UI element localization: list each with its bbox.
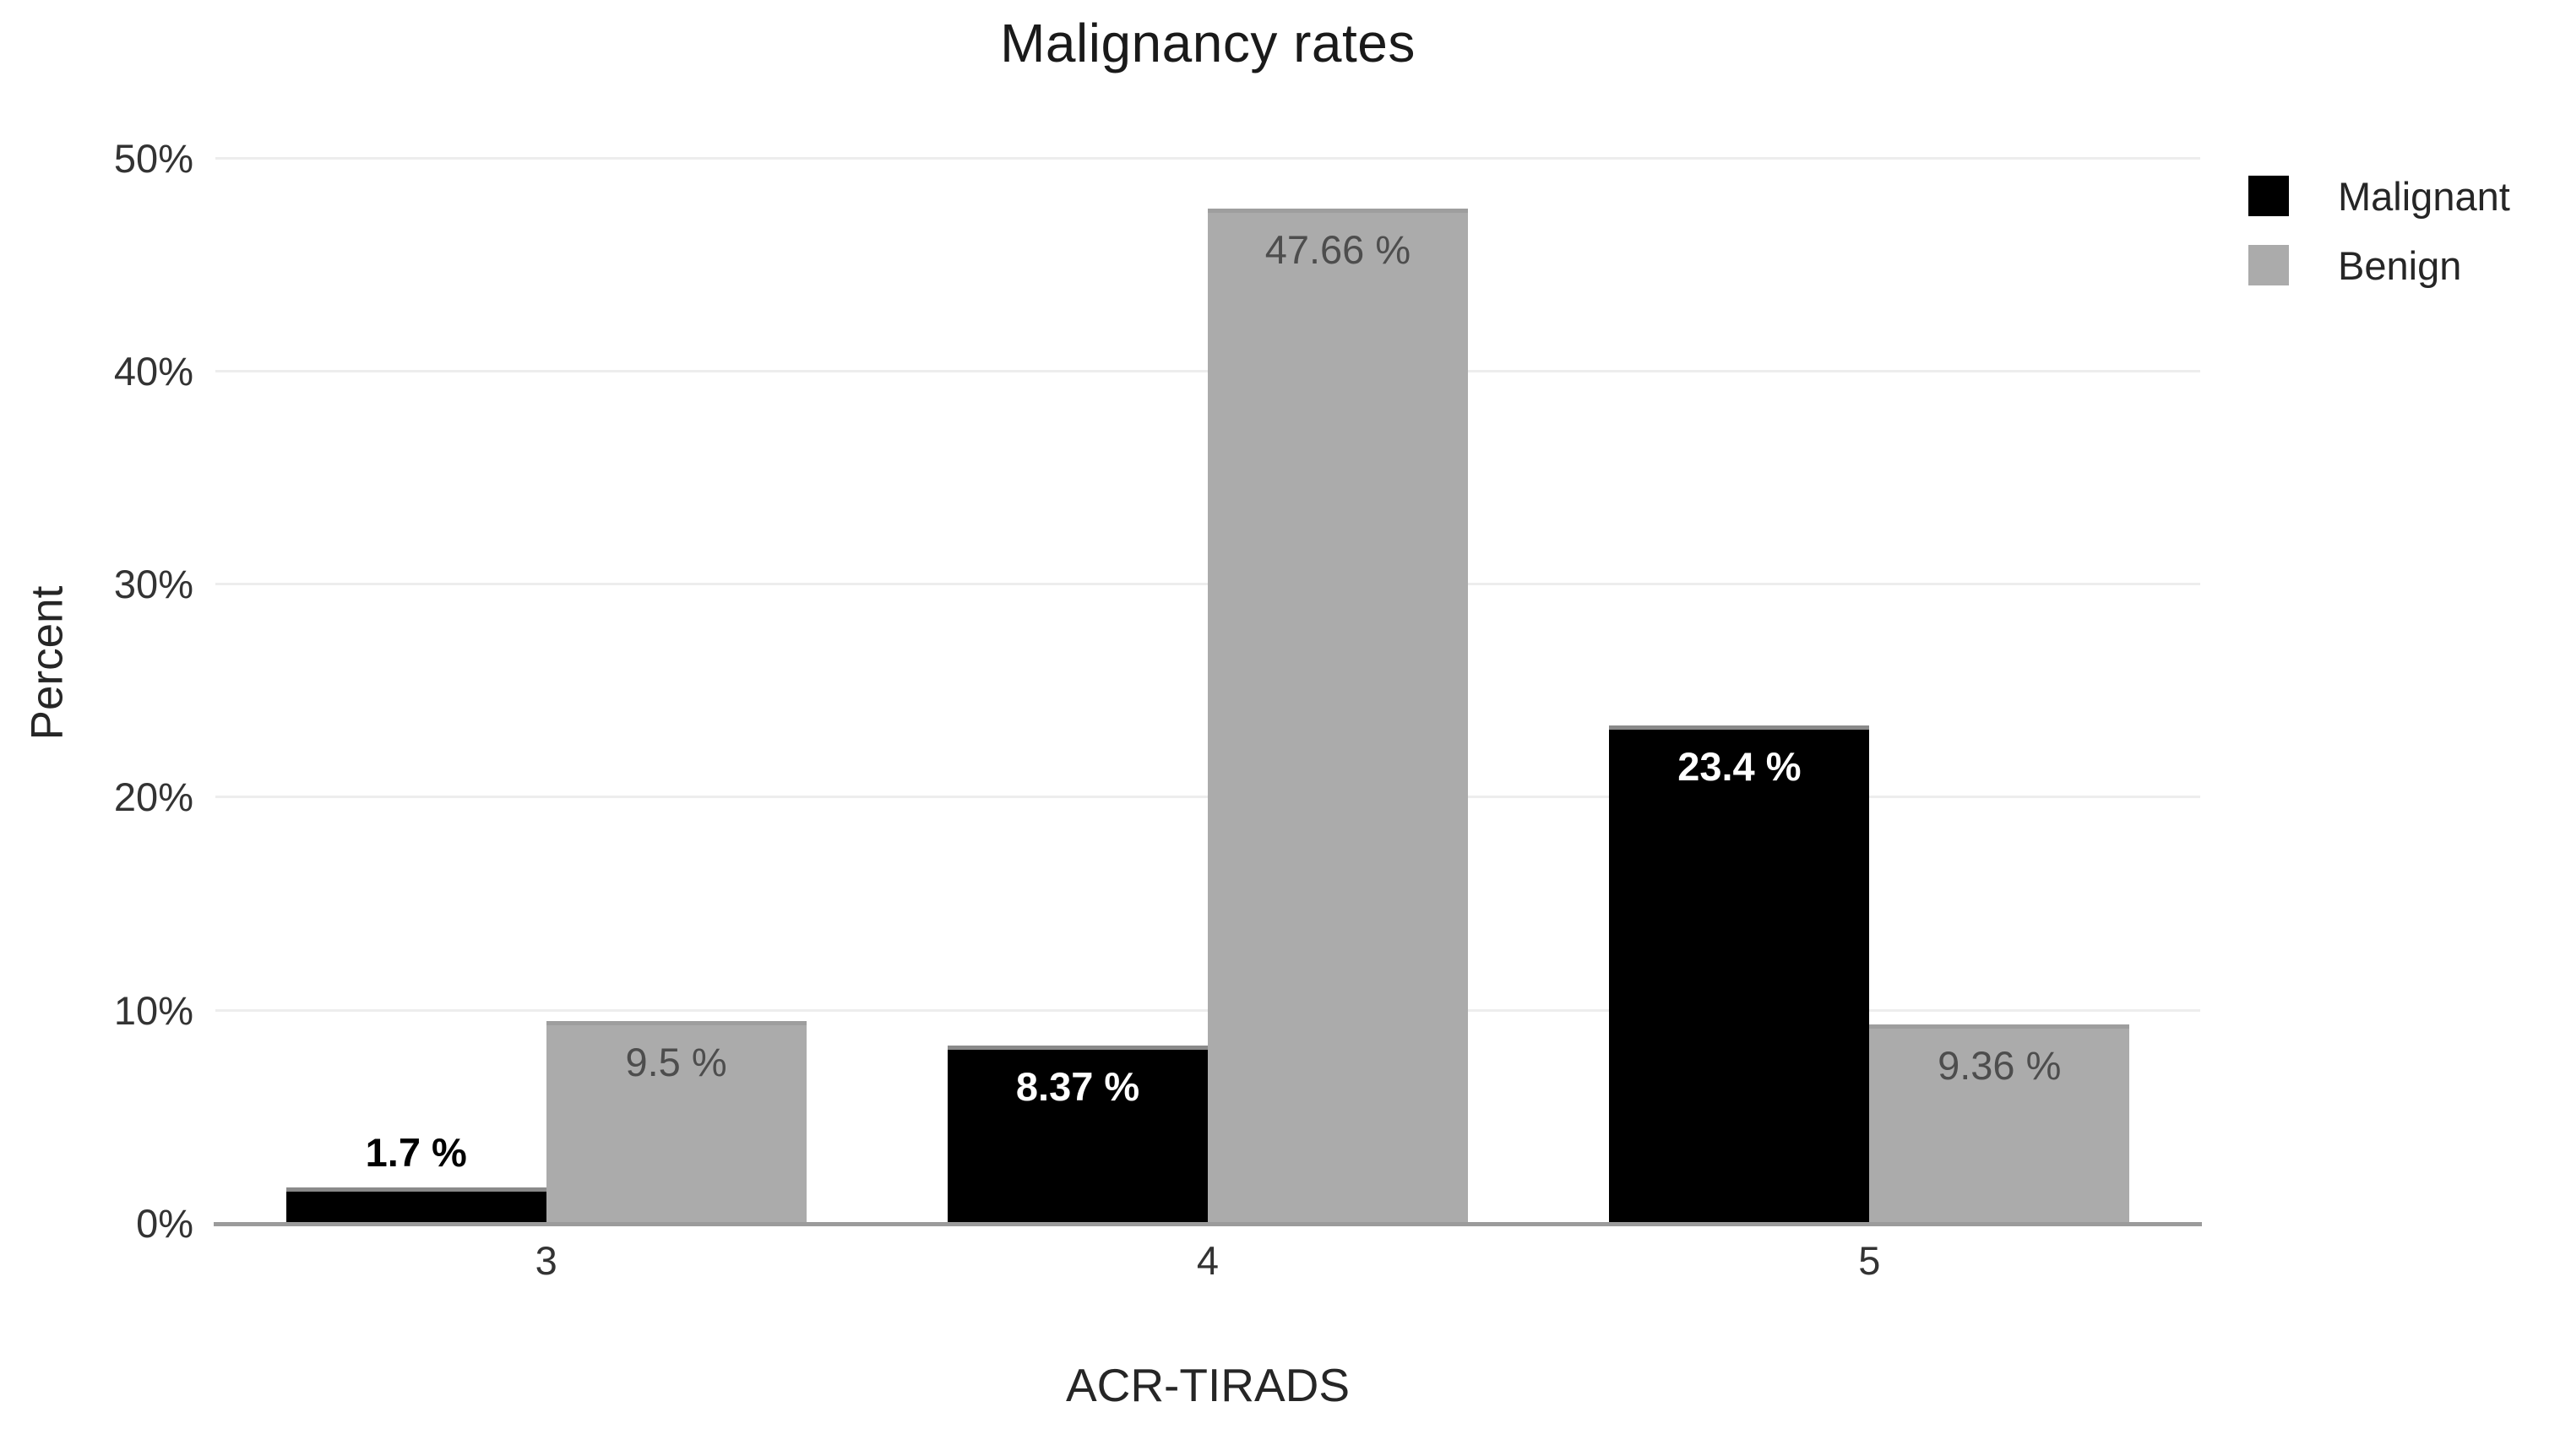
chart-title: Malignancy rates: [1000, 13, 1416, 73]
bar-value-label-malignant-4: 8.37 %: [1015, 1063, 1140, 1109]
x-axis-line: [214, 1222, 2202, 1226]
legend-swatch-malignant: [2248, 176, 2289, 216]
y-axis-title: Percent: [22, 585, 73, 741]
bar-benign-4: 47.66 %: [1208, 208, 1468, 1224]
legend-item-malignant: Malignant: [2248, 176, 2510, 216]
plot-area: 0% 10% 20% 30% 40% 50% 3 1.7 % 9.5 % 4 8.37 % 47.66…: [114, 103, 2202, 1280]
bar-value-label-benign-3: 9.5 %: [625, 1040, 727, 1085]
x-axis-title: ACR-TIRADS: [1065, 1359, 1351, 1411]
bar-benign-5: 9.36 %: [1869, 1024, 2130, 1224]
x-tick-label-5: 5: [1858, 1238, 1881, 1283]
legend-label-benign: Benign: [2338, 242, 2462, 288]
y-tick-label-40%: 40%: [113, 348, 193, 394]
bar-value-label-benign-4: 47.66 %: [1264, 226, 1411, 272]
bar-value-label-benign-5: 9.36 %: [1938, 1042, 2062, 1088]
y-tick-label-0%: 0%: [136, 1201, 193, 1246]
legend: Malignant Benign: [2248, 176, 2510, 285]
bar-malignant-3: [285, 1187, 546, 1224]
y-tick-label-50%: 50%: [113, 135, 193, 181]
y-tick-label-20%: 20%: [113, 774, 193, 820]
bar-value-label-malignant-3: 1.7 %: [365, 1130, 467, 1176]
legend-swatch-benign: [2248, 245, 2289, 285]
gridline-50%: [215, 156, 2200, 160]
x-tick-label-4: 4: [1196, 1238, 1220, 1283]
legend-item-benign: Benign: [2248, 245, 2510, 285]
x-tick-label-3: 3: [535, 1238, 557, 1283]
y-tick-label-10%: 10%: [113, 987, 193, 1033]
bar-malignant-5: 23.4 %: [1609, 725, 1870, 1224]
legend-label-malignant: Malignant: [2338, 173, 2510, 219]
y-tick-label-30%: 30%: [113, 562, 193, 607]
bar-benign-3: 9.5 %: [546, 1021, 807, 1224]
bar-malignant-4: 8.37 %: [948, 1045, 1208, 1224]
bar-value-label-malignant-5: 23.4 %: [1677, 743, 1802, 789]
